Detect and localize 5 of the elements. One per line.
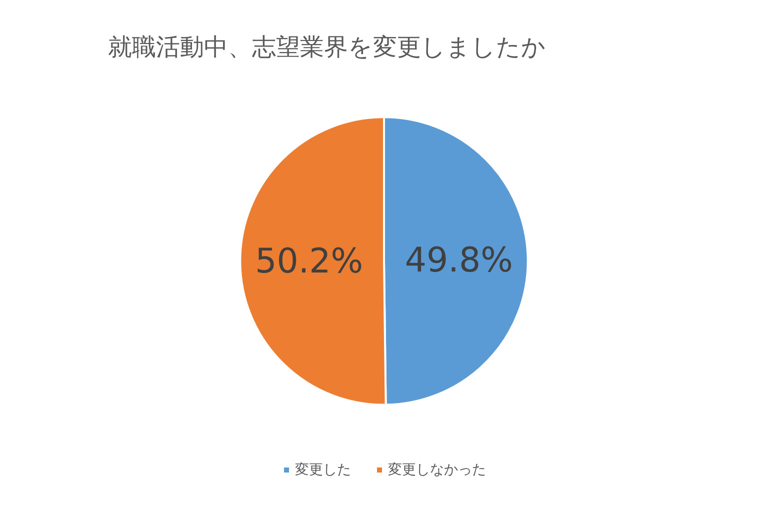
legend-label: 変更しなかった <box>388 462 486 478</box>
data-label: 49.8% <box>404 240 513 280</box>
data-label: 50.2% <box>255 241 364 282</box>
chart-title: 就職活動中、志望業界を変更しましたか <box>108 33 546 61</box>
legend-label: 変更した <box>295 462 351 478</box>
